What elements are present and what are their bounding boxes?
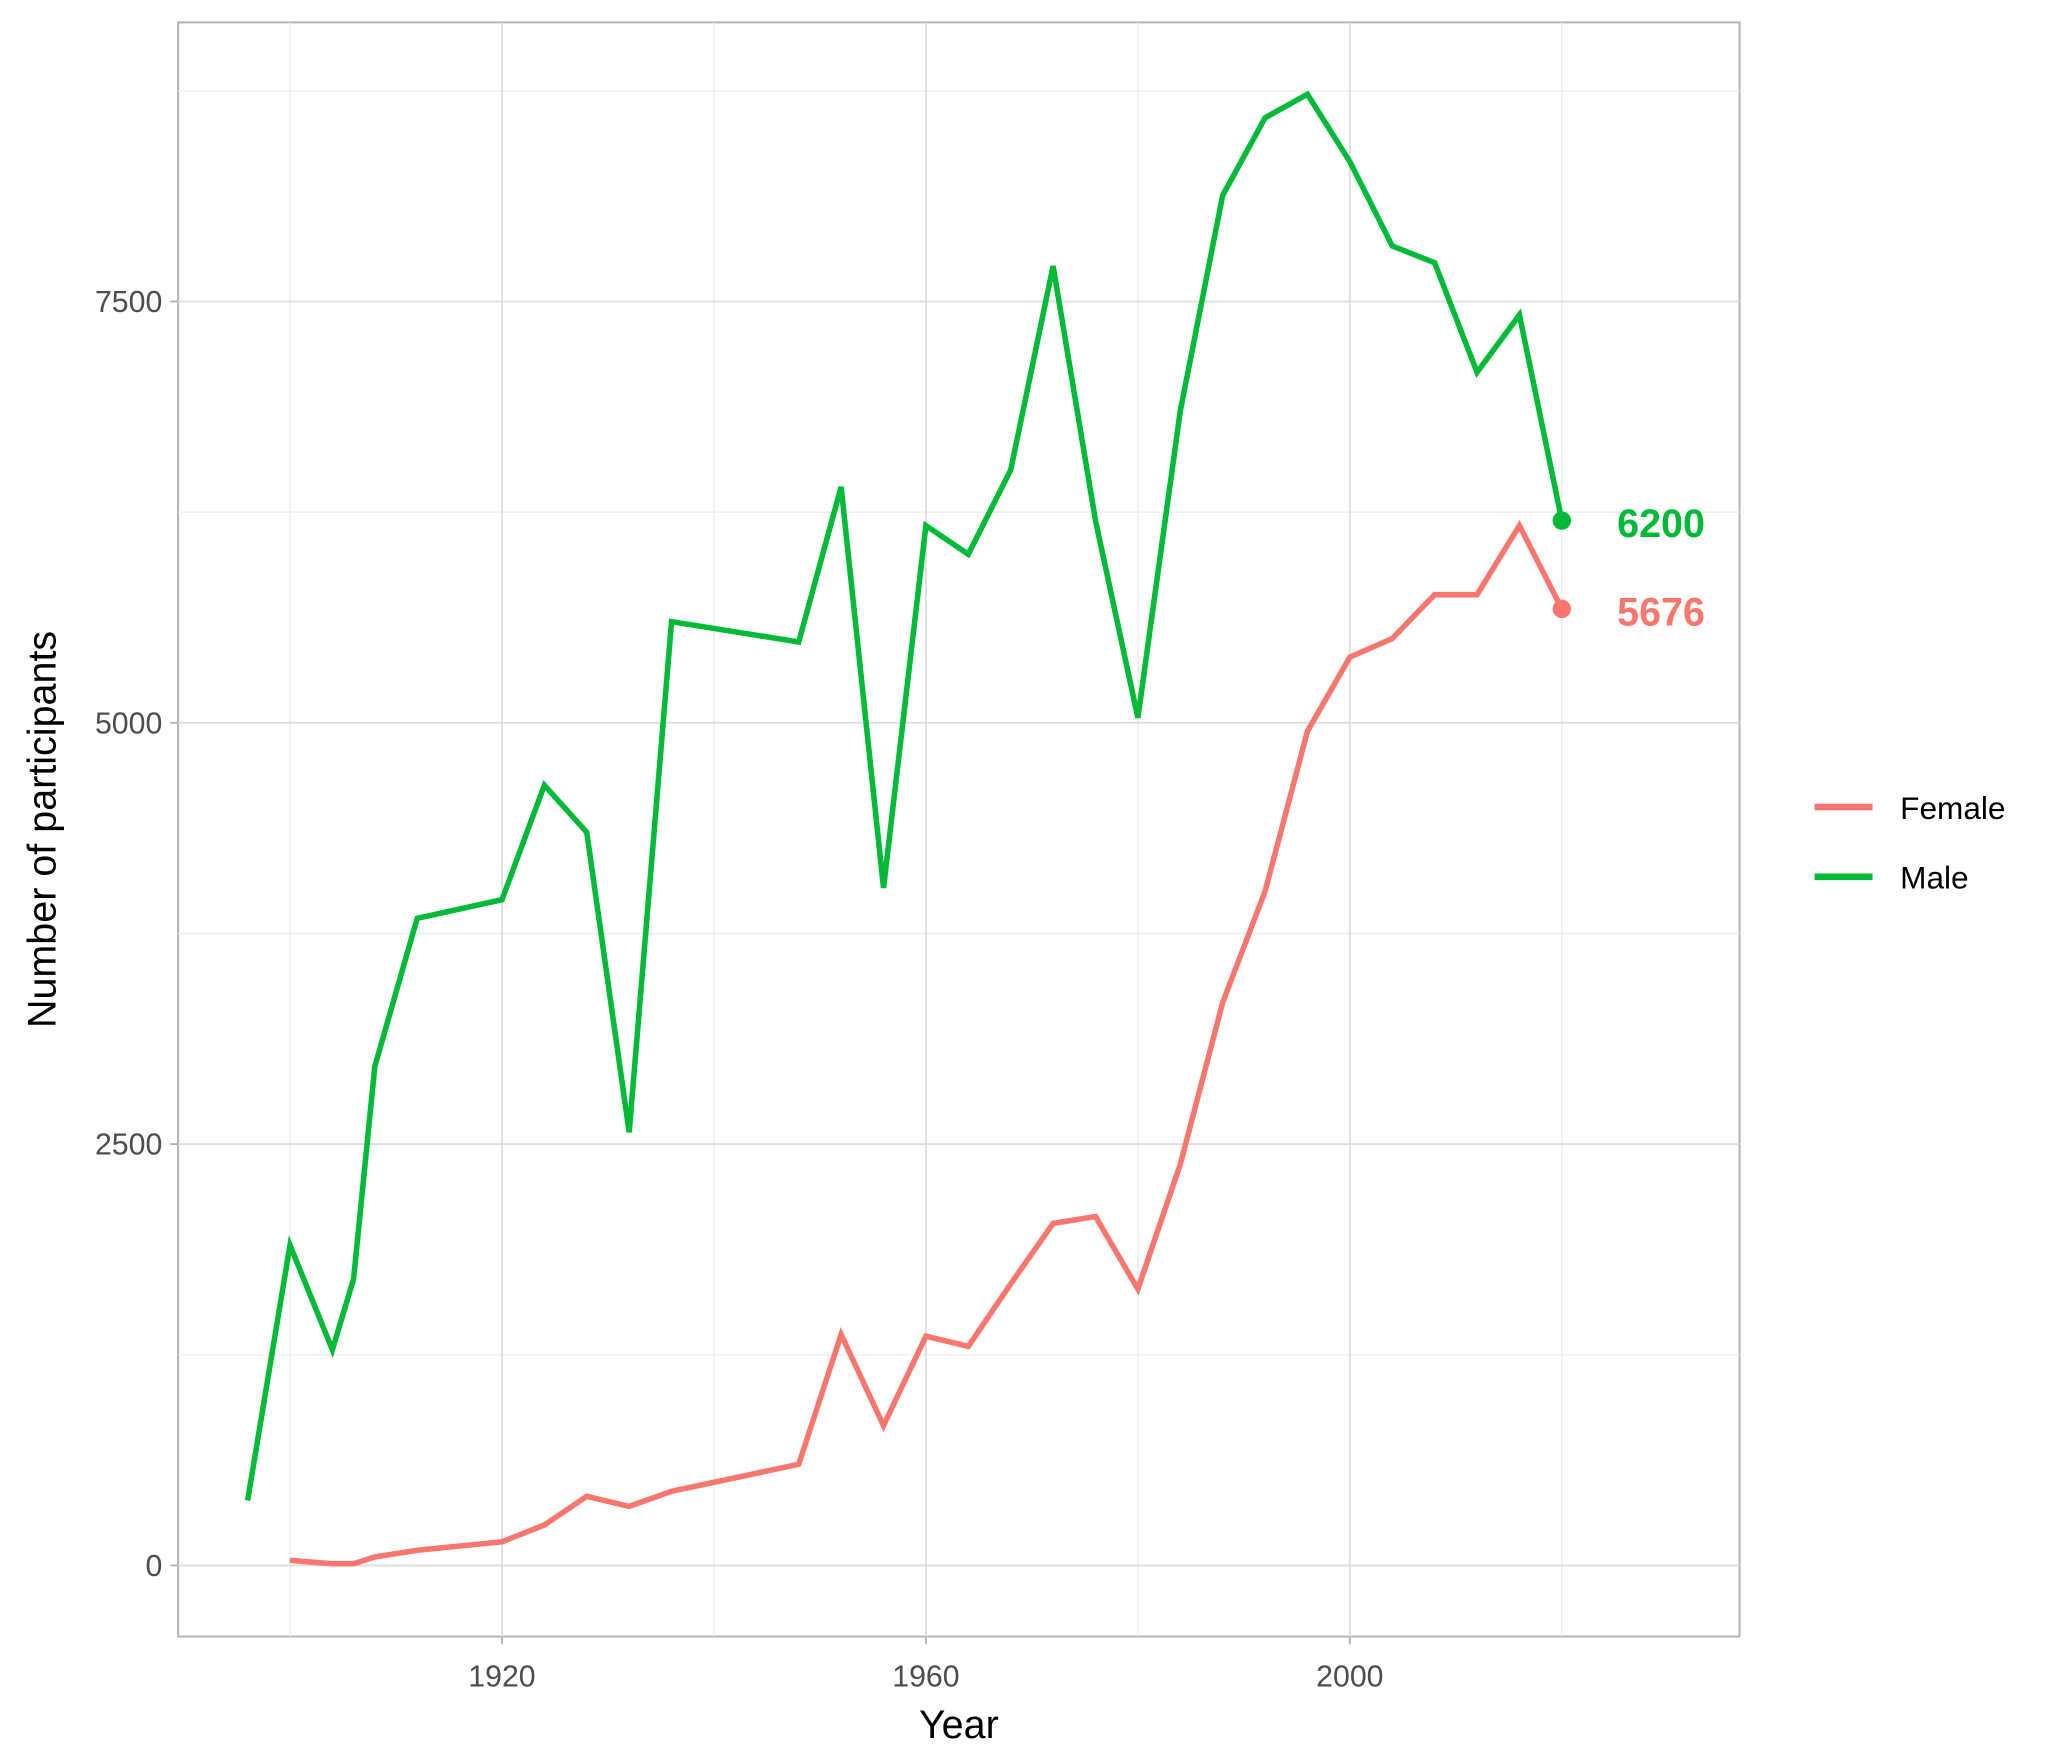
y-axis: 0 2500 5000 7500 <box>95 286 179 1583</box>
y-tick-label: 2500 <box>95 1129 162 1162</box>
x-tick-label: 1920 <box>468 1661 535 1694</box>
y-tick-label: 0 <box>145 1550 162 1583</box>
female-end-label: 5676 <box>1617 590 1705 634</box>
legend-male-label: Male <box>1900 860 1968 896</box>
y-tick-label: 7500 <box>95 286 162 319</box>
series-line-female <box>289 519 1565 1567</box>
plot-panel <box>177 21 1741 1638</box>
x-tick-label: 1960 <box>892 1661 959 1694</box>
data-lines <box>244 90 1572 1567</box>
y-axis-title: Number of participants <box>21 631 65 1028</box>
end-point-male <box>1552 511 1572 530</box>
x-tick-label: 2000 <box>1316 1661 1383 1694</box>
x-axis: 1920 1960 2000 <box>468 1636 1384 1694</box>
legend-female-label: Female <box>1900 790 2005 826</box>
male-end-label: 6200 <box>1617 502 1705 546</box>
end-point-female <box>1552 599 1572 619</box>
grid-lines <box>178 22 1740 1637</box>
legend: Female Male <box>1814 790 2005 896</box>
x-axis-title: Year <box>919 1703 999 1747</box>
series-line-male <box>244 90 1565 1501</box>
y-tick-label: 5000 <box>95 707 162 740</box>
